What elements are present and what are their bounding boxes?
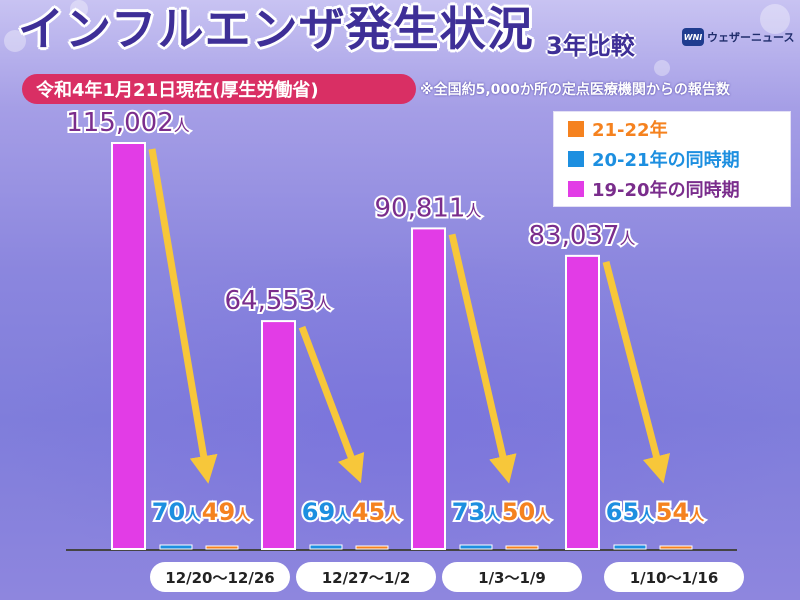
trend-arrow (148, 148, 218, 484)
bar-21-22 (355, 545, 389, 550)
virus-icon (70, 0, 88, 18)
value-label-19-20: 90,811人 (375, 193, 482, 223)
value-label-21-22: 50人 (502, 498, 551, 526)
bar-19-20 (565, 254, 600, 550)
legend-item-20-21: 20-21年の同時期 (568, 146, 740, 172)
category-label: 12/27〜1/2 (296, 562, 436, 592)
value-label-19-20: 115,002人 (66, 108, 190, 138)
trend-arrow (298, 325, 365, 484)
chart-legend: 21-22年 20-21年の同時期 19-20年の同時期 (554, 112, 790, 206)
value-label-19-20: 83,037人 (529, 221, 636, 251)
legend-label: 21-22年 (592, 120, 668, 141)
virus-icon (654, 60, 670, 76)
brand-logo: WNI ウェザーニュース (682, 28, 794, 46)
unit-label: 人 (315, 294, 331, 313)
value-label-20-21: 73人 (452, 498, 501, 526)
bar-20-21 (309, 544, 343, 550)
category-label: 12/20〜12/26 (150, 562, 290, 592)
bar-20-21 (459, 544, 493, 550)
bar-21-22 (505, 545, 539, 550)
unit-label: 人 (485, 506, 501, 524)
legend-item-19-20: 19-20年の同時期 (568, 176, 740, 202)
virus-icon (760, 4, 790, 34)
unit-label: 人 (174, 116, 190, 135)
value-label-21-22: 54人 (656, 498, 705, 526)
unit-label: 人 (535, 506, 551, 524)
bar-21-22 (205, 545, 239, 550)
date-badge: 令和4年1月21日現在(厚生労働省) (22, 74, 416, 104)
value-label-19-20: 64,553人 (225, 286, 332, 316)
bar-20-21 (159, 544, 193, 550)
value-label-20-21: 70人 (152, 498, 201, 526)
legend-swatch (568, 121, 584, 137)
unit-label: 人 (185, 506, 201, 524)
unit-label: 人 (619, 229, 635, 248)
virus-icon (4, 30, 26, 52)
value-label-21-22: 45人 (352, 498, 401, 526)
logo-mark-icon: WNI (682, 28, 704, 46)
legend-swatch (568, 151, 584, 167)
bar-19-20 (261, 320, 296, 551)
unit-label: 人 (689, 506, 705, 524)
value-label-20-21: 65人 (606, 498, 655, 526)
page-title: インフルエンザ発生状況 (18, 2, 534, 56)
unit-label: 人 (639, 506, 655, 524)
legend-label: 19-20年の同時期 (592, 180, 740, 201)
category-label: 1/3〜1/9 (442, 562, 582, 592)
bar-19-20 (111, 142, 146, 550)
value-label-21-22: 49人 (202, 498, 251, 526)
legend-item-21-22: 21-22年 (568, 116, 668, 142)
unit-label: 人 (235, 506, 251, 524)
value-label-20-21: 69人 (302, 498, 351, 526)
bar-20-21 (613, 544, 647, 550)
logo-text: ウェザーニュース (707, 31, 795, 44)
legend-swatch (568, 181, 584, 197)
legend-label: 20-21年の同時期 (592, 150, 740, 171)
category-label: 1/10〜1/16 (604, 562, 744, 592)
bar-21-22 (659, 545, 693, 550)
trend-arrow (602, 260, 671, 484)
unit-label: 人 (385, 506, 401, 524)
source-note: ※全国約5,000か所の定点医療機関からの報告数 (420, 82, 730, 98)
unit-label: 人 (465, 201, 481, 220)
trend-arrow (448, 233, 517, 484)
bar-19-20 (411, 227, 446, 550)
unit-label: 人 (335, 506, 351, 524)
page-subtitle: 3年比較 (546, 32, 635, 60)
